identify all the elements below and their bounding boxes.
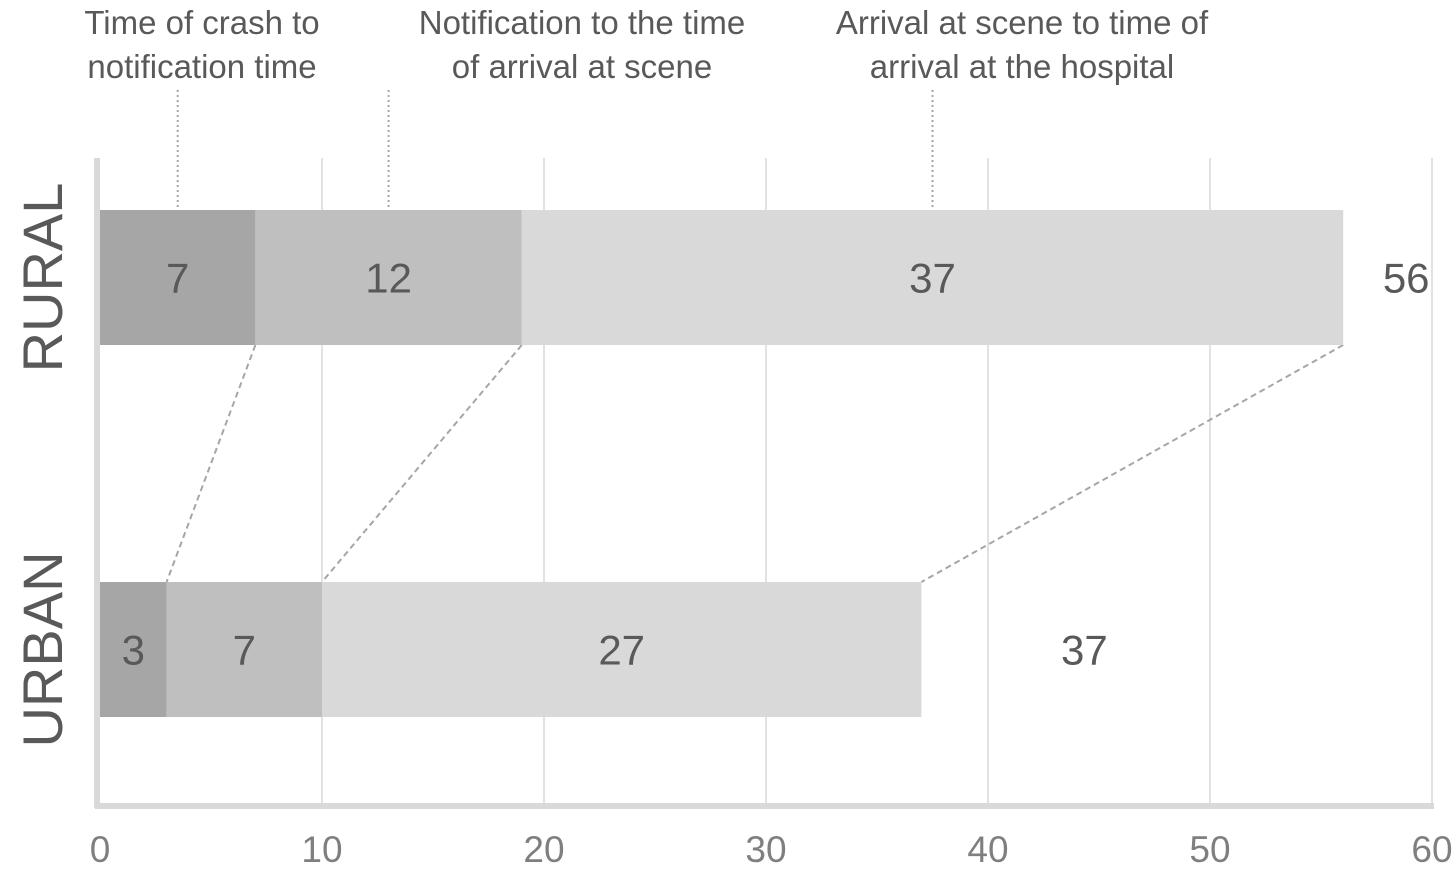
data-label-rural-segment-2: 12 [365, 255, 412, 302]
series-connector-2 [321, 344, 523, 583]
x-tick-label-20: 20 [523, 829, 564, 870]
series-label-1-line-2: notification time [87, 48, 316, 85]
data-label-rural-segment-3: 37 [909, 255, 956, 302]
x-tick-label-40: 40 [967, 829, 1008, 870]
series-label-3-line-2: arrival at the hospital [870, 48, 1175, 85]
total-label-rural: 56 [1383, 255, 1430, 302]
total-label-urban: 37 [1061, 627, 1108, 674]
data-label-urban-segment-1: 3 [122, 627, 145, 674]
series-connectors [165, 344, 1344, 583]
series-label-1-line-1: Time of crash to [84, 4, 319, 41]
series-connector-1 [165, 344, 257, 583]
bar-rural-segment-3 [521, 210, 1344, 345]
data-label-rural-segment-1: 7 [166, 255, 189, 302]
x-tick-label-50: 50 [1189, 829, 1230, 870]
series-label-2-line-1: Notification to the time [419, 4, 746, 41]
series-connector-3 [920, 344, 1344, 583]
axes: 0 10 20 30 40 50 60 [90, 158, 1453, 870]
series-label-2: Notification to the time of arrival at sc… [419, 4, 746, 85]
series-label-2-line-2: of arrival at scene [452, 48, 712, 85]
series-label-3: Arrival at scene to time of arrival at th… [836, 4, 1209, 85]
bar-urban-segment-3 [322, 582, 922, 717]
x-tick-label-10: 10 [301, 829, 342, 870]
bar-urban-segment-1 [100, 582, 167, 717]
bars [100, 210, 1344, 717]
category-label-urban: URBAN [11, 551, 74, 747]
bar-rural-segment-2 [255, 210, 522, 345]
series-label-1: Time of crash to notification time [84, 4, 319, 85]
x-tick-label-60: 60 [1411, 829, 1452, 870]
bar-urban-segment-2 [166, 582, 322, 717]
data-label-urban-segment-2: 7 [233, 627, 256, 674]
data-label-urban-segment-3: 27 [598, 627, 645, 674]
x-tick-label-0: 0 [90, 829, 111, 870]
series-label-3-line-1: Arrival at scene to time of [836, 4, 1209, 41]
category-label-rural: RURAL [11, 183, 74, 373]
x-tick-label-30: 30 [745, 829, 786, 870]
bar-rural-segment-1 [100, 210, 256, 345]
